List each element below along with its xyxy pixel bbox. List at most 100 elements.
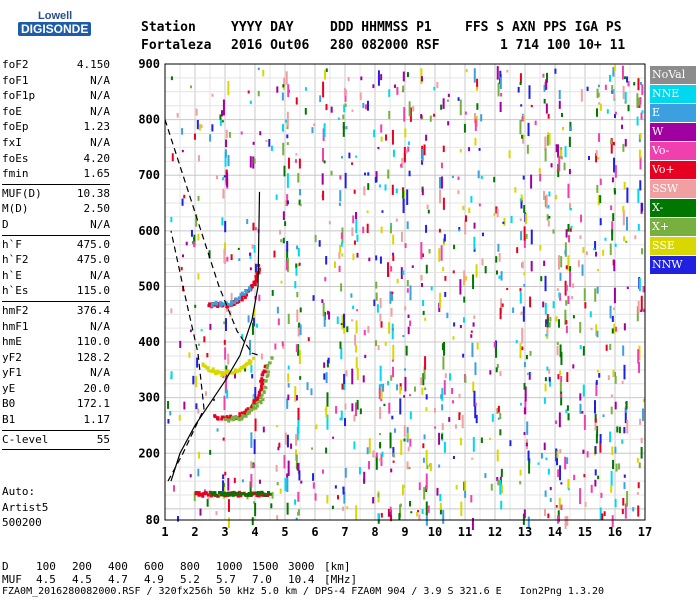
echo-point	[613, 287, 616, 304]
echo-point	[243, 412, 247, 416]
echo-point	[352, 305, 355, 310]
echo-point	[222, 483, 225, 487]
echo-point	[636, 93, 639, 109]
echo-point	[440, 104, 443, 110]
param-name: yE	[2, 381, 16, 395]
echo-point	[407, 432, 410, 439]
echo-point	[413, 386, 416, 392]
echo-point	[560, 112, 563, 118]
echo-point	[252, 280, 256, 284]
echo-point	[216, 428, 219, 432]
echo-point	[356, 252, 359, 258]
echo-point	[641, 110, 644, 114]
echo-point	[463, 270, 466, 286]
echo-point	[328, 311, 331, 320]
echo-point	[621, 508, 624, 515]
echo-point	[471, 342, 474, 358]
echo-point	[377, 513, 380, 520]
echo-point	[514, 187, 517, 193]
echo-point	[286, 134, 289, 139]
echo-point	[438, 432, 441, 445]
echo-point	[545, 319, 548, 328]
echo-point	[392, 366, 395, 378]
echo-point	[566, 405, 569, 411]
echo-point	[254, 274, 258, 278]
echo-point	[351, 368, 354, 385]
echo-point	[312, 482, 315, 489]
echo-point	[227, 353, 230, 365]
echo-point	[426, 204, 429, 210]
echo-point	[250, 492, 254, 496]
echo-point	[252, 406, 256, 410]
echo-point	[223, 395, 226, 411]
echo-point	[634, 235, 637, 240]
echo-point	[274, 343, 277, 350]
echo-point	[323, 123, 326, 137]
echo-point	[425, 501, 428, 516]
echo-point	[443, 380, 446, 395]
echo-point	[283, 455, 286, 469]
echo-point	[458, 393, 461, 399]
x-tick-label: 8	[371, 525, 378, 539]
echo-point	[326, 310, 329, 315]
echo-point	[588, 156, 591, 160]
echo-point	[379, 365, 382, 381]
param-row: h`Es 115.0	[2, 284, 110, 300]
echo-point	[391, 291, 394, 295]
echo-point	[195, 403, 198, 410]
echo-point	[547, 513, 550, 519]
echo-point	[254, 263, 257, 273]
echo-point	[224, 151, 227, 167]
echo-point	[352, 253, 355, 261]
echo-point	[463, 296, 466, 303]
echo-point	[480, 114, 483, 122]
echo-point	[296, 245, 299, 250]
echo-point	[490, 483, 493, 491]
echo-point	[424, 317, 427, 321]
echo-point	[261, 371, 265, 375]
echo-point	[238, 490, 242, 494]
echo-point	[558, 292, 561, 298]
echo-point	[379, 256, 382, 264]
param-name: M(D)	[2, 202, 29, 216]
echo-point	[614, 401, 617, 410]
echo-point	[230, 254, 233, 261]
echo-point	[400, 439, 403, 456]
echo-point	[409, 320, 412, 327]
echo-point	[612, 213, 615, 222]
echo-point	[286, 477, 289, 492]
echo-point	[527, 122, 530, 137]
echo-point	[333, 261, 336, 268]
param-name: h`F2	[2, 253, 29, 267]
echo-point	[221, 493, 225, 497]
echo-point	[439, 189, 442, 204]
echo-point	[625, 216, 628, 231]
echo-point	[559, 344, 562, 358]
echo-point	[194, 490, 198, 494]
echo-point	[392, 344, 395, 360]
echo-point	[343, 313, 346, 328]
echo-point	[522, 306, 525, 322]
echo-point	[183, 401, 186, 410]
echo-point	[297, 462, 300, 474]
header-label-station: Station	[141, 20, 196, 35]
echo-point	[313, 123, 316, 127]
echo-point	[262, 389, 266, 393]
echo-point	[549, 316, 552, 322]
echo-point	[250, 432, 253, 448]
echo-point	[416, 510, 419, 513]
echo-point	[248, 288, 252, 292]
echo-point	[523, 407, 526, 415]
echo-point	[577, 260, 580, 267]
echo-point	[326, 392, 329, 407]
distance-value: 1000	[216, 560, 243, 573]
echo-point	[266, 490, 270, 494]
echo-point	[558, 497, 561, 510]
echo-point	[324, 276, 327, 282]
echo-point	[601, 513, 604, 520]
echo-point	[253, 399, 257, 403]
echo-point	[639, 180, 642, 191]
echo-point	[220, 415, 224, 419]
echo-point	[204, 391, 207, 396]
echo-point	[379, 433, 382, 436]
